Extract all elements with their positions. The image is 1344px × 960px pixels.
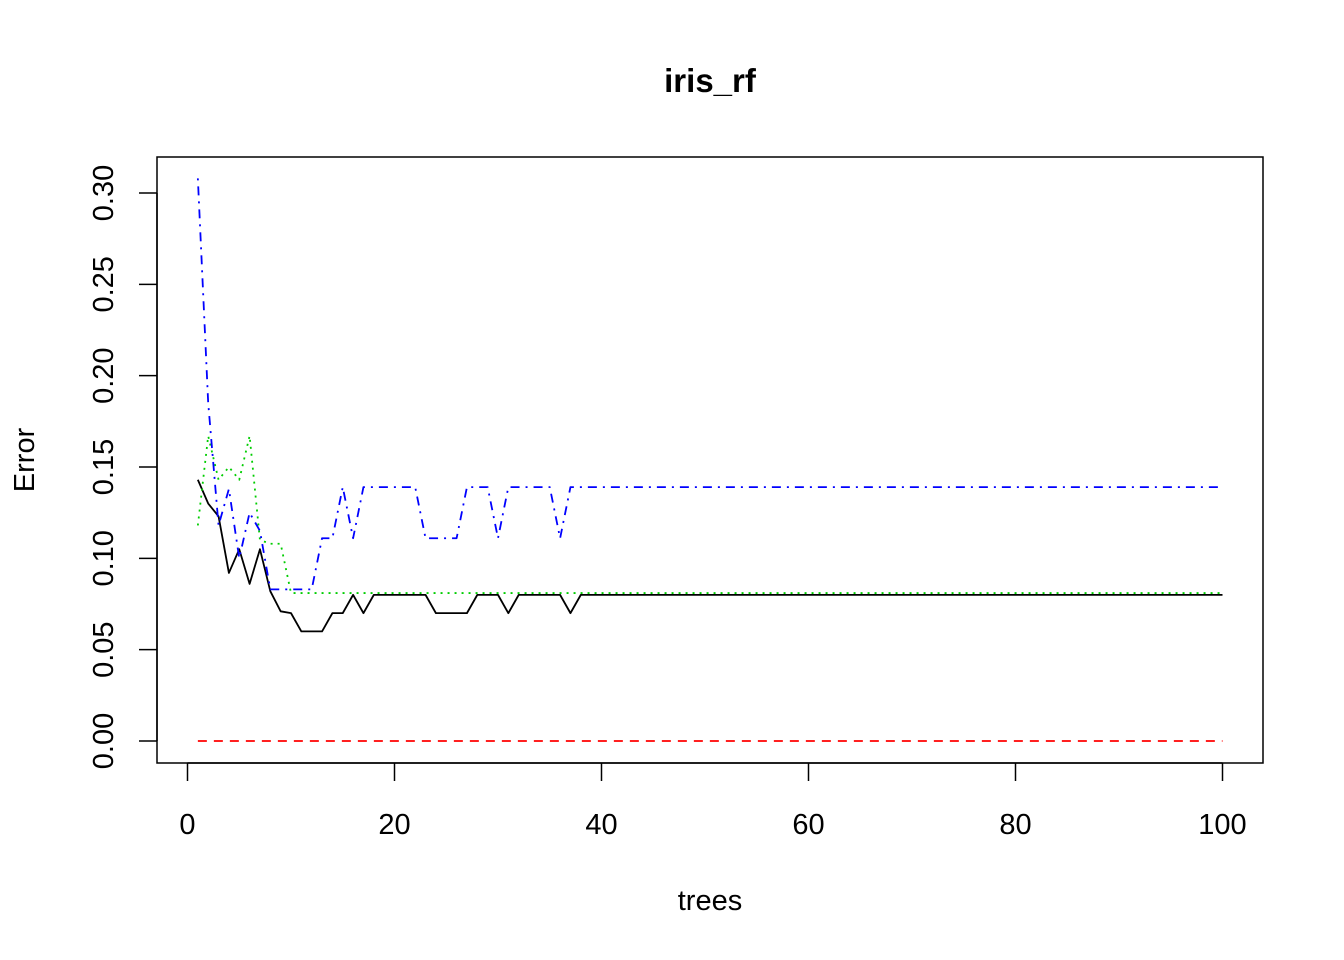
y-tick-label: 0.10 [88,530,120,586]
y-tick-label: 0.05 [88,621,120,677]
x-axis-label: trees [678,885,742,917]
x-tick-label: 0 [179,809,195,841]
y-tick-label: 0.30 [88,165,120,221]
y-tick-label: 0.15 [88,439,120,495]
y-axis-label: Error [9,427,41,492]
x-axis: 0 20 40 60 80 100 [179,762,1247,841]
plot-frame [156,156,1264,764]
y-axis: 0.00 0.05 0.10 0.15 0.20 0.25 0.30 [88,165,158,769]
series-line-3 [196,435,1223,594]
series-layer [196,178,1223,742]
x-tick-label: 40 [585,809,617,841]
x-tick-label: 20 [378,809,410,841]
series-line-1 [197,479,1223,633]
y-tick-label: 0.20 [88,347,120,403]
x-tick-label: 60 [792,809,824,841]
x-tick-label: 100 [1198,809,1246,841]
series-line-4 [196,178,1223,591]
chart-title: iris_rf [664,62,757,99]
y-tick-label: 0.00 [88,713,120,769]
x-tick-label: 80 [999,809,1031,841]
y-tick-label: 0.25 [88,256,120,312]
